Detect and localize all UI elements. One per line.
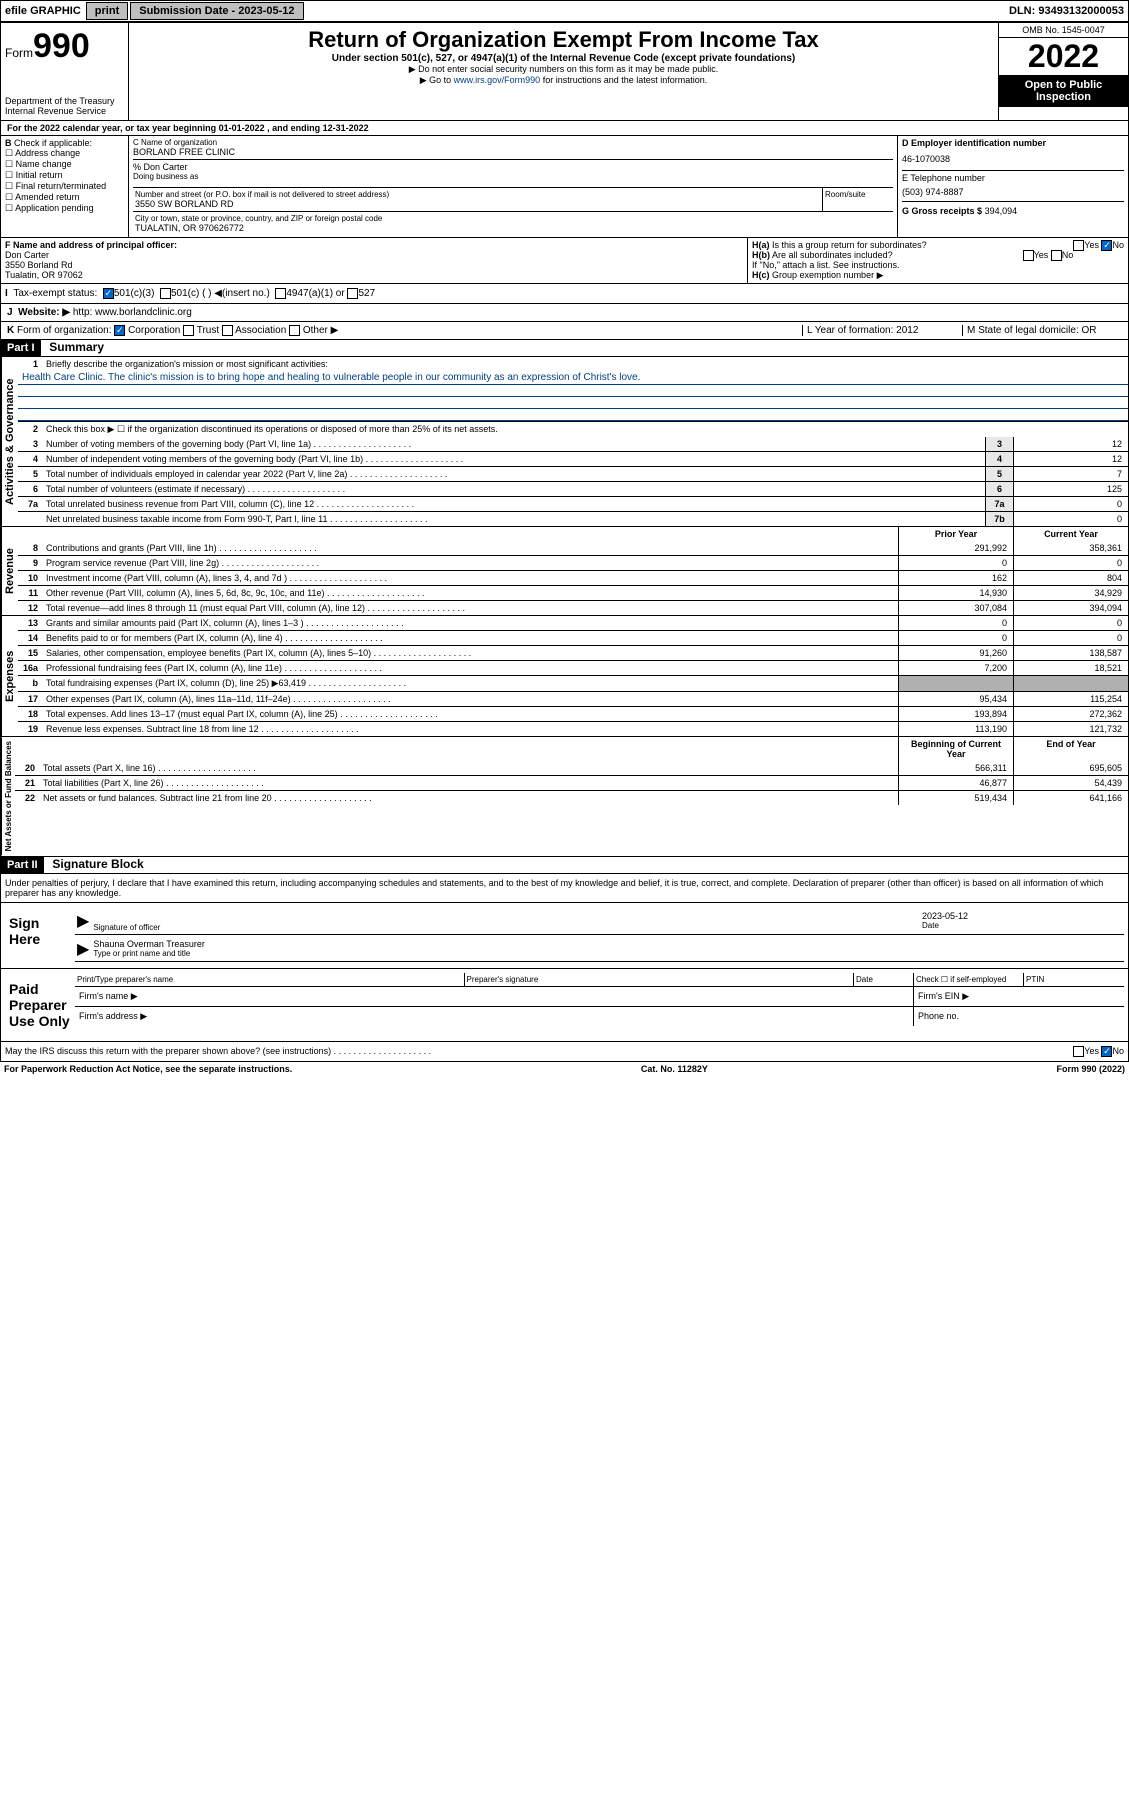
ein: 46-1070038 [902, 148, 1124, 170]
sign-here: Sign Here [5, 907, 75, 964]
form-subtitle: Under section 501(c), 527, or 4947(a)(1)… [133, 53, 994, 64]
open-inspection: Open to Public Inspection [999, 75, 1128, 107]
part2-title: Signature Block [46, 855, 149, 873]
col-beg: Beginning of Current Year [898, 737, 1013, 761]
part1-title: Summary [43, 338, 110, 356]
box-h: H(a) Is this a group return for subordin… [748, 238, 1128, 283]
dept-treasury: Department of the Treasury Internal Reve… [5, 96, 124, 116]
box-c: C Name of organization BORLAND FREE CLIN… [129, 136, 898, 237]
net-label: Net Assets or Fund Balances [1, 737, 15, 855]
mission: Health Care Clinic. The clinic's mission… [18, 371, 1128, 385]
paid-preparer: Paid Preparer Use Only [5, 973, 75, 1037]
col-end: End of Year [1013, 737, 1128, 761]
penalty-text: Under penalties of perjury, I declare th… [0, 874, 1129, 903]
care-of: % Don Carter [133, 159, 893, 172]
line1-desc: Briefly describe the organization's miss… [42, 357, 1128, 371]
col-prior: Prior Year [898, 527, 1013, 541]
form-word: Form [5, 46, 33, 60]
sig-date: 2023-05-12 [922, 911, 1122, 921]
print-button[interactable]: print [86, 2, 128, 20]
form-header: Form 990 Department of the Treasury Inte… [0, 22, 1129, 121]
gov-label: Activities & Governance [1, 357, 18, 526]
org-name: BORLAND FREE CLINIC [133, 147, 893, 157]
form-number: 990 [33, 27, 90, 66]
org-city: TUALATIN, OR 970626772 [135, 223, 891, 233]
pra-notice: For Paperwork Reduction Act Notice, see … [4, 1064, 292, 1074]
submission-date: Submission Date - 2023-05-12 [130, 2, 303, 20]
tax-year: 2022 [999, 38, 1128, 75]
org-address: 3550 SW BORLAND RD [135, 199, 820, 209]
sig-name: Shauna Overman Treasurer [93, 939, 1122, 949]
box-b: B Check if applicable: Address changeNam… [1, 136, 129, 237]
efile-label: efile GRAPHIC [1, 5, 85, 17]
dln: DLN: 93493132000053 [1005, 5, 1128, 17]
instr-link: ▶ Go to www.irs.gov/Form990 for instruct… [133, 75, 994, 86]
cat-no: Cat. No. 11282Y [641, 1064, 708, 1074]
form-title: Return of Organization Exempt From Incom… [133, 27, 994, 53]
line2-desc: Check this box ▶ ☐ if the organization d… [42, 422, 1128, 437]
part2-header: Part II [1, 857, 44, 873]
instr-ssn: ▶ Do not enter social security numbers o… [133, 64, 994, 75]
irs-link[interactable]: www.irs.gov/Form990 [454, 75, 541, 85]
box-d-e-g: D Employer identification number 46-1070… [898, 136, 1128, 237]
box-k-l-m: K Form of organization: Corporation Trus… [0, 322, 1129, 340]
col-current: Current Year [1013, 527, 1128, 541]
rev-label: Revenue [1, 527, 18, 615]
box-j: J Website: ▶ http: www.borlandclinic.org [0, 304, 1129, 322]
form-footer: Form 990 (2022) [1056, 1064, 1125, 1074]
phone: (503) 974-8887 [902, 183, 1124, 201]
line-a: For the 2022 calendar year, or tax year … [0, 121, 1129, 136]
omb-number: OMB No. 1545-0047 [999, 23, 1128, 38]
part1-header: Part I [1, 340, 41, 356]
box-f: F Name and address of principal officer:… [1, 238, 748, 283]
top-bar: efile GRAPHIC print Submission Date - 20… [0, 0, 1129, 22]
box-i: I Tax-exempt status: 501(c)(3) 501(c) ( … [0, 284, 1129, 304]
gross-receipts: 394,094 [985, 206, 1018, 216]
exp-label: Expenses [1, 616, 18, 736]
may-irs: May the IRS discuss this return with the… [5, 1046, 1073, 1057]
website[interactable]: http: www.borlandclinic.org [73, 307, 192, 318]
